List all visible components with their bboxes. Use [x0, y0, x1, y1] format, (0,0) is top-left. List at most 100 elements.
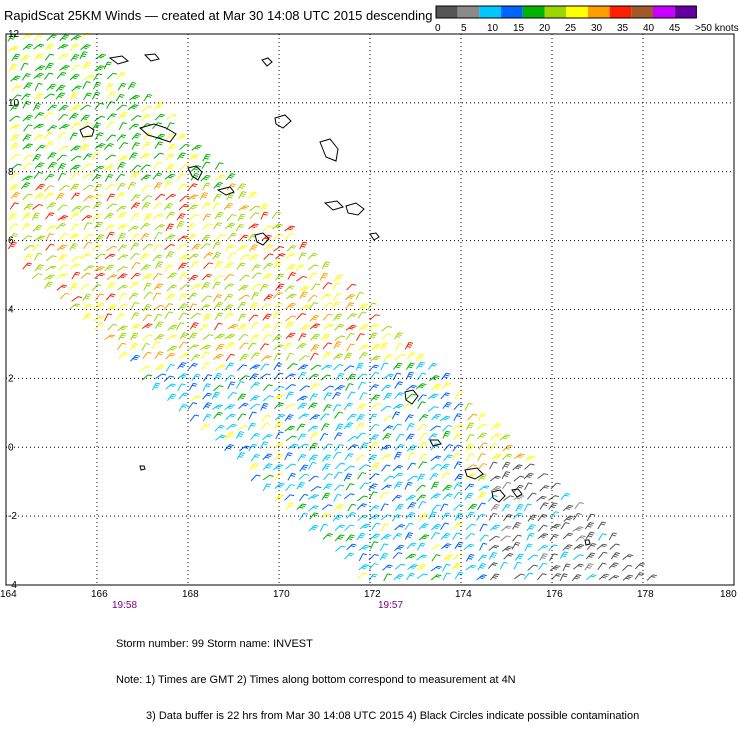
wind-barb — [272, 291, 283, 299]
wind-barb — [274, 482, 285, 490]
wind-barb — [71, 271, 81, 280]
wind-barb — [367, 302, 377, 311]
wind-barb — [225, 341, 235, 349]
wind-barb — [34, 252, 43, 261]
wind-barb — [214, 174, 226, 181]
wind-barb — [142, 273, 153, 280]
wind-barb — [236, 452, 246, 460]
wind-barb — [539, 553, 548, 561]
wind-barb — [383, 573, 392, 582]
wind-barb — [71, 192, 81, 200]
wind-barb — [299, 304, 311, 311]
wind-barb — [224, 293, 234, 302]
wind-barb — [92, 213, 102, 221]
wind-barb — [573, 543, 585, 550]
wind-barb — [451, 563, 462, 571]
wind-barb — [430, 455, 442, 462]
wind-barb — [489, 573, 500, 581]
wind-barb — [479, 534, 489, 542]
wind-barb — [406, 423, 415, 431]
wind-barb — [383, 475, 394, 482]
wind-barb — [213, 301, 224, 310]
wind-barb — [91, 122, 101, 130]
wind-barb — [57, 254, 67, 262]
wind-barb — [380, 533, 392, 541]
wind-barb — [214, 425, 225, 432]
wind-barb — [237, 301, 247, 310]
wind-barb — [610, 552, 621, 560]
wind-barb — [405, 553, 417, 560]
wind-barb — [501, 545, 513, 552]
wind-barb — [57, 43, 69, 50]
wind-barb — [345, 324, 357, 331]
wind-barb — [94, 65, 105, 72]
wind-barb — [381, 333, 392, 340]
wind-barb — [22, 262, 32, 270]
wind-barb — [249, 463, 259, 471]
wind-barb — [369, 384, 379, 392]
wind-barb — [404, 341, 414, 350]
wind-barb — [441, 512, 451, 521]
wind-barb — [200, 243, 211, 250]
wind-barb — [212, 281, 221, 290]
wind-barb — [165, 293, 176, 301]
wind-barb — [131, 165, 142, 172]
wind-barb — [201, 295, 212, 302]
wind-barb — [56, 273, 68, 280]
wind-barb — [357, 495, 368, 502]
storm-info: Storm number: 99 Storm name: INVEST — [116, 638, 313, 650]
wind-barb — [22, 143, 33, 150]
wind-barb — [91, 174, 102, 182]
wind-barb — [203, 252, 214, 259]
wind-barb — [310, 383, 320, 391]
wind-barb — [634, 572, 644, 580]
wind-barb — [199, 192, 209, 200]
wind-barb — [250, 352, 260, 360]
wind-barb — [320, 293, 332, 300]
wind-barb — [188, 274, 199, 282]
wind-barb — [140, 174, 151, 181]
wind-barb — [537, 524, 548, 532]
wind-barb — [416, 564, 427, 571]
wind-barb — [309, 323, 321, 330]
lat-label: 10 — [8, 98, 20, 109]
wind-barb — [427, 393, 439, 400]
wind-barb — [43, 274, 55, 281]
wind-barb — [33, 123, 45, 130]
wind-barb — [286, 245, 297, 252]
wind-barb — [478, 442, 488, 450]
wind-barb — [609, 543, 620, 550]
wind-barb — [358, 553, 368, 562]
wind-barb — [224, 261, 234, 270]
wind-barb — [283, 342, 292, 351]
wind-barb — [346, 313, 357, 320]
wind-barb — [10, 134, 19, 142]
wind-barb — [32, 204, 44, 210]
wind-barb — [405, 384, 417, 391]
wind-barb — [430, 565, 442, 572]
wind-barb — [416, 573, 428, 580]
wind-barb — [249, 302, 259, 310]
wind-barb — [572, 526, 584, 532]
wind-barb — [20, 55, 31, 62]
wind-barb — [179, 143, 190, 151]
wind-barb — [225, 353, 235, 362]
wind-barb — [127, 225, 139, 232]
wind-barb — [419, 432, 428, 441]
wind-barb — [176, 173, 186, 181]
wind-barb — [237, 364, 248, 371]
wind-barb — [332, 391, 341, 400]
wind-barb — [477, 554, 488, 562]
wind-barb — [92, 152, 101, 161]
wind-barb — [321, 364, 333, 371]
wind-barb — [345, 483, 355, 491]
wind-barb — [118, 303, 129, 311]
wind-barb — [8, 212, 17, 221]
lon-label: 172 — [364, 589, 381, 600]
wind-barb — [165, 223, 174, 232]
wind-barb — [343, 365, 355, 372]
wind-barb — [559, 573, 568, 582]
wind-barb — [190, 283, 202, 291]
wind-barb — [297, 364, 309, 371]
wind-barb — [116, 342, 127, 350]
